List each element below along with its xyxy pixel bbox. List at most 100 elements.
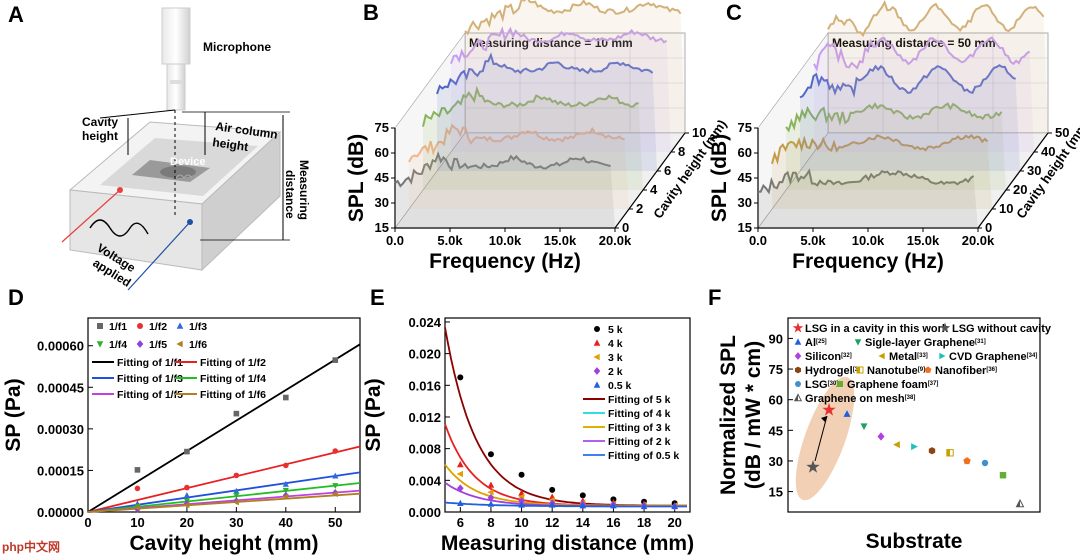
data-point-1-f2: [134, 485, 141, 492]
y-tick-label: 0.00000: [37, 505, 84, 520]
measuring-distance-line2: distance: [283, 170, 297, 219]
y-tick-label: 90: [769, 331, 783, 346]
legend-marker: [795, 381, 801, 387]
legend-fit-label: Fitting of 1/f5: [117, 389, 183, 401]
data-point-fill: [946, 449, 950, 456]
y-axis-label: SPL (dB): [708, 134, 731, 222]
series-line: [408, 123, 625, 163]
x-axis-label: Substrate: [866, 530, 963, 553]
data-point-1-f2: [332, 448, 339, 454]
x-tick-label: 0: [84, 515, 91, 530]
legend-fit-label: Fitting of 2 k: [608, 436, 671, 448]
x-axis-label: Frequency (Hz): [792, 250, 944, 273]
legend-label: 3 k: [608, 352, 623, 364]
z-axis: [977, 132, 1049, 229]
series-line: [813, 36, 1031, 73]
y-tick-label: 0.00015: [37, 463, 84, 478]
legend-label: 4 k: [608, 338, 623, 350]
legend-marker: [793, 393, 803, 402]
data-point: [843, 410, 851, 417]
data-point-1-f4: [282, 487, 289, 494]
legend-fit-label: Fitting of 1/f4: [200, 373, 266, 385]
legend-label: 1/f4: [109, 339, 127, 351]
x-tick-label: 30: [229, 515, 243, 530]
x-axis-label: Measuring distance (mm): [441, 532, 694, 555]
x-tick-label: 15.0k: [907, 233, 940, 248]
y-tick-label: 0.00030: [37, 422, 84, 437]
x-tick-label: 40: [279, 515, 293, 530]
fit-line: [87, 482, 361, 513]
series-shade: [814, 37, 1034, 152]
legend-marker: [792, 322, 804, 333]
z-tick-label: 40: [1041, 144, 1055, 159]
z-tick-label: 10: [999, 201, 1013, 216]
y-tick-label: 0.008: [408, 442, 441, 457]
data-point-1-f2: [233, 472, 240, 479]
z-tick-label: 10: [692, 125, 706, 140]
x-tick-label: 0.0: [386, 233, 404, 248]
y-axis-label: SPL (dB): [345, 134, 368, 222]
data-point-0.5k: [671, 502, 678, 510]
panel-d: D 0 10 20 30 40 50 0.00000 0.00015 0.00030 0.00045…: [2, 285, 361, 555]
legend-marker: [96, 341, 104, 348]
air-column-label-line2: height: [212, 135, 250, 154]
legend-marker: [854, 339, 862, 346]
x-tick-label: 10: [130, 515, 144, 530]
plot-frame: [87, 317, 361, 513]
legend: 1/f1 1/f2 1/f3 1/f4 1/f5 1/f6 Fitting of 1/f1 F…: [92, 321, 266, 401]
series-shade: [772, 135, 992, 209]
data-point-1-f4: [332, 483, 339, 490]
z-tick-label: 2: [636, 201, 643, 216]
x-tick-label: 50: [328, 515, 342, 530]
y-tick-label: 60: [375, 145, 389, 160]
data-point-1-f1: [283, 394, 289, 401]
panel-a: A Microphone Cavity height Air column he…: [8, 2, 311, 291]
legend-marker: [176, 322, 184, 329]
legend-label: Al[25]: [805, 337, 827, 349]
data-point-0.5k: [518, 501, 525, 508]
data-point: [981, 459, 989, 467]
x-tick-label: 5.0k: [437, 233, 463, 248]
legend-label: Silicon[32]: [805, 351, 852, 363]
x-tick-label: 15.0k: [544, 233, 577, 248]
cavity-height-label-line1: Cavity: [82, 115, 118, 129]
x-tick-label: 0.0: [749, 233, 767, 248]
x-axis-label: Frequency (Hz): [429, 250, 581, 273]
legend-marker: [593, 339, 601, 346]
y-tick-label: 0.016: [408, 378, 441, 393]
z-tick-label: 8: [678, 144, 685, 159]
legend-label: 1/f3: [189, 321, 207, 333]
data-point-1-f6: [282, 493, 289, 500]
legend-marker: [593, 353, 600, 361]
panel-label-d: D: [8, 285, 24, 310]
series-shade: [395, 154, 615, 228]
data-point-0.5k: [457, 499, 464, 506]
legend-fit-label: Fitting of 5 k: [608, 394, 671, 406]
y-tick-label: 0.004: [408, 473, 441, 488]
data-point-1-f3: [183, 492, 190, 498]
legend-label: LSG in a cavity in this work: [805, 323, 949, 335]
legend-marker-fill: [794, 394, 798, 401]
fit-line: [87, 492, 361, 513]
x-tick-label: 20.0k: [962, 233, 995, 248]
data-point-1-f3: [332, 472, 339, 479]
data-point-5k: [518, 471, 525, 478]
x-tick-label: 10.0k: [489, 233, 522, 248]
data-point: [1015, 498, 1025, 508]
z-tick-label: 30: [1027, 163, 1041, 178]
panel-label-e: E: [370, 285, 385, 310]
legend-label: 1/f2: [149, 321, 167, 333]
y-tick-label: 30: [769, 454, 783, 469]
y-tick-label: 0.00060: [37, 339, 84, 354]
data-point-4k: [457, 460, 464, 468]
panel-label-c: C: [726, 0, 742, 25]
data-point-5k: [457, 374, 464, 381]
watermark: php中文网: [2, 539, 60, 554]
data-point-1-f3: [282, 480, 289, 487]
y-axis-label: SP (Pa): [2, 378, 25, 451]
x-tick-label: 6: [457, 515, 464, 530]
x-tick-label: 20: [667, 515, 681, 530]
improvement-arrow: [814, 415, 828, 462]
